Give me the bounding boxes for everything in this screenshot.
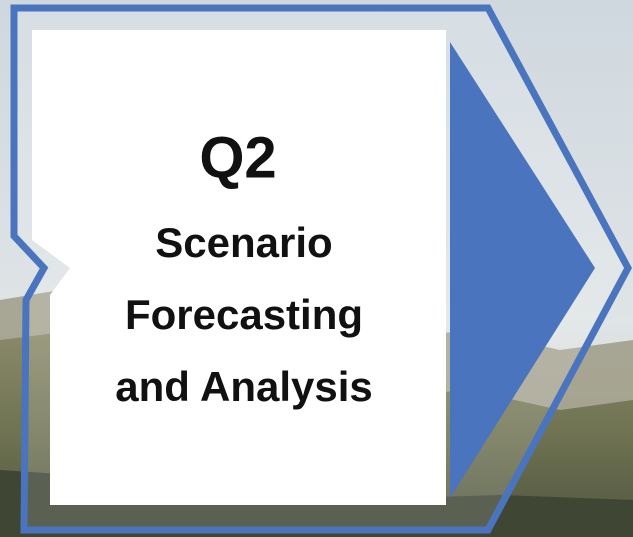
page: {"label": {"code": "Q2", "lines": ["Scen…: [0, 0, 633, 537]
step-title-line: Forecasting: [125, 291, 363, 338]
step-title-line: and Analysis: [115, 363, 373, 410]
step-code: Q2: [199, 125, 276, 190]
step-title-line: Scenario: [155, 219, 332, 266]
inner-panel: [32, 30, 446, 505]
process-step-graphic: Q2 Scenario Forecasting and Analysis: [0, 0, 633, 537]
